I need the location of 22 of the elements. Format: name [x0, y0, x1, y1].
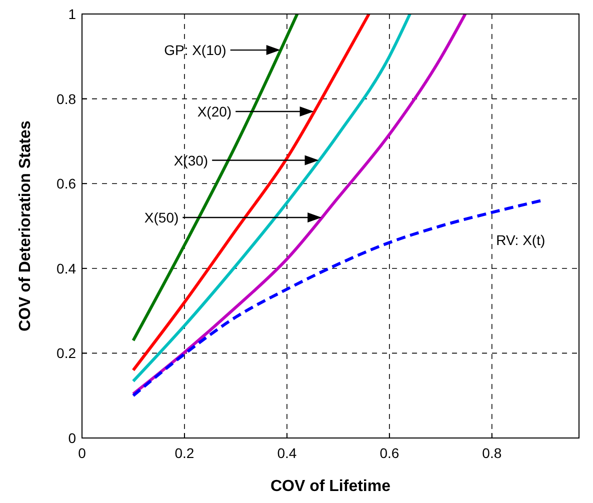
line-series [132, 12, 370, 372]
y-tick-label: 0.4 [56, 260, 76, 276]
annotation: RV: X(t) [496, 232, 546, 248]
x-axis-title: COV of Lifetime [270, 478, 391, 495]
annotation: X(50) [144, 210, 179, 226]
annotation: GP: X(10) [164, 42, 226, 58]
y-tick-label: 0 [68, 430, 76, 446]
annotation: X(20) [197, 104, 232, 120]
x-tick-label: 0 [78, 445, 86, 461]
line-series [132, 12, 467, 396]
line-series [132, 12, 299, 342]
y-tick-label: 0.6 [56, 176, 76, 192]
x-tick-label: 0.8 [482, 445, 502, 461]
y-tick-label: 0.2 [56, 345, 76, 362]
x-tick-label: 0.4 [277, 445, 297, 461]
y-axis-title: COV of Deterioration States [17, 120, 34, 332]
annotation: X(30) [174, 152, 208, 168]
line-series [132, 12, 412, 383]
y-tick-label: 1 [68, 6, 76, 22]
y-tick-label: 0.8 [56, 90, 76, 107]
x-tick-label: 0.2 [174, 445, 194, 461]
x-tick-label: 0.6 [380, 445, 400, 461]
